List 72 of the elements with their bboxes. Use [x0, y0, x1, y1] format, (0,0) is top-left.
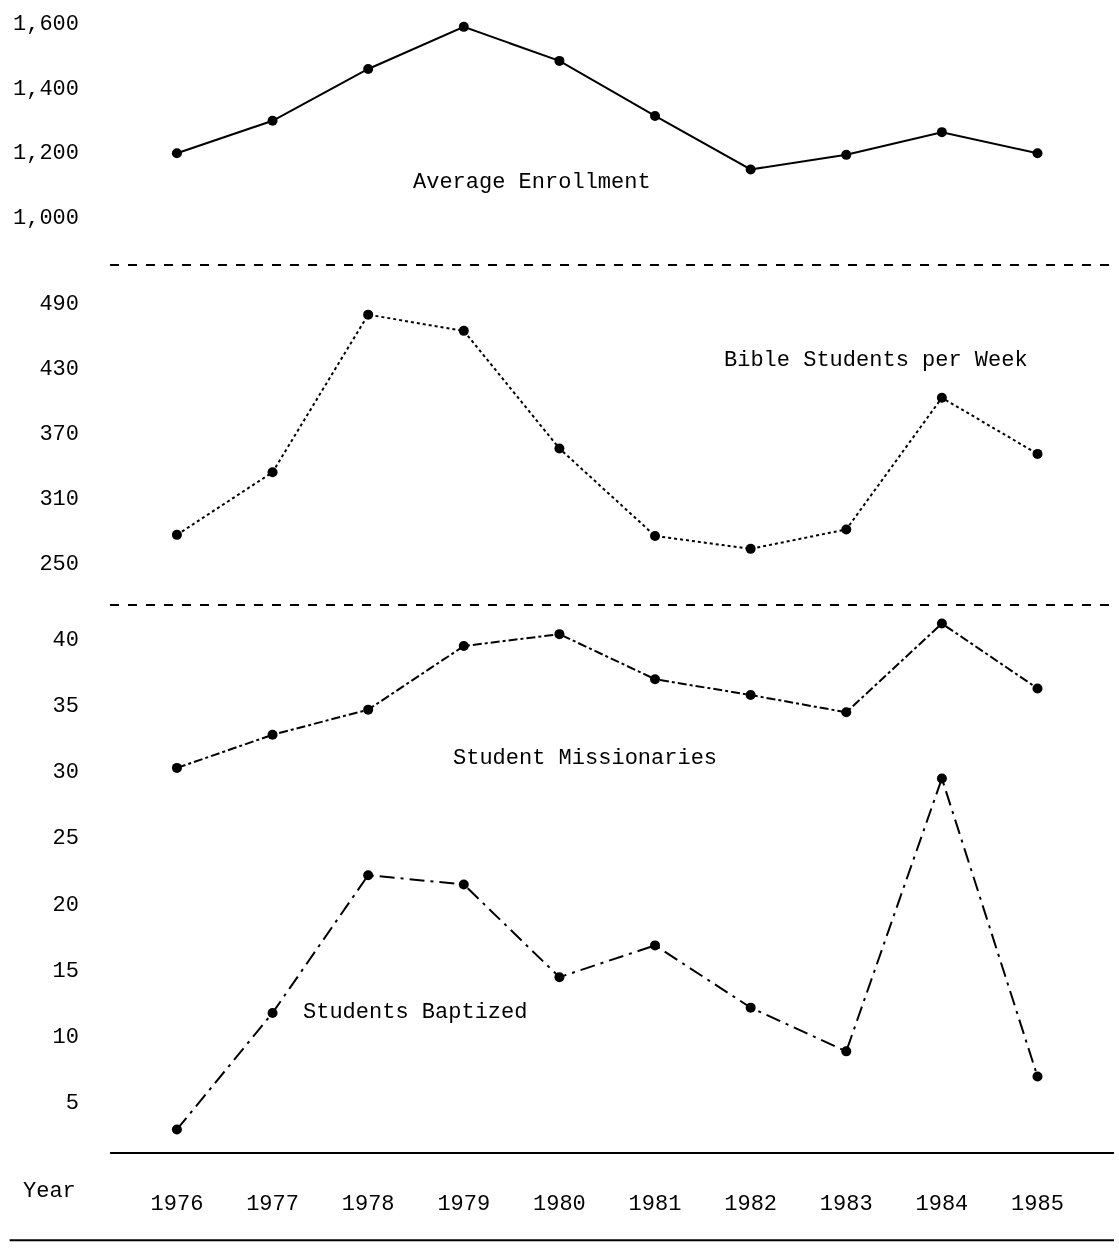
y-tick-label: 490 [39, 292, 79, 318]
y-tick-label: 250 [39, 551, 79, 577]
point [171, 762, 182, 773]
point [554, 972, 565, 983]
point [554, 629, 565, 640]
point [650, 674, 661, 685]
y-tick-label: 1,000 [12, 206, 79, 232]
x-tick-label: 1977 [246, 1192, 299, 1218]
y-tick-label: 430 [39, 357, 79, 383]
text: Student Missionaries [453, 746, 718, 771]
point [554, 55, 565, 66]
point [554, 443, 565, 454]
point [267, 467, 278, 478]
point [745, 164, 756, 175]
y-tick-label: 35 [52, 694, 79, 720]
point [171, 529, 182, 540]
point [650, 940, 661, 951]
x-tick-label: 1979 [437, 1192, 491, 1218]
point [650, 110, 661, 121]
y-tick-label: 370 [39, 422, 79, 447]
point [1032, 683, 1043, 694]
point [936, 392, 947, 403]
point [458, 879, 469, 890]
point [1032, 1071, 1043, 1082]
point [745, 543, 756, 554]
point [936, 127, 947, 138]
y-tick-label: 5 [65, 1091, 79, 1117]
point [363, 870, 374, 881]
x-axis-title: Year [23, 1179, 76, 1204]
y-tick-label: 310 [39, 486, 79, 512]
y-tick-label: 1,400 [12, 76, 79, 102]
y-tick-label: 10 [52, 1025, 79, 1051]
point [267, 1007, 278, 1018]
x-tick-label: 1976 [150, 1192, 204, 1218]
y-tick-label: 1,200 [12, 141, 79, 167]
x-tick-label: 1985 [1011, 1192, 1064, 1218]
series-label: Students Baptized [303, 1000, 528, 1025]
x-tick-label: 1980 [533, 1192, 586, 1218]
point [1032, 448, 1043, 459]
point [363, 309, 374, 320]
text: Average Enrollment [413, 170, 651, 195]
point [841, 1046, 852, 1057]
x-tick-label: 1984 [915, 1192, 969, 1218]
y-tick-label: 15 [52, 958, 79, 984]
point [458, 325, 469, 336]
y-tick-label: 1,600 [12, 11, 79, 37]
y-tick-label: 40 [52, 627, 79, 653]
point [363, 63, 374, 74]
point [841, 524, 852, 535]
point [650, 530, 661, 541]
point [841, 149, 852, 160]
point [745, 690, 756, 701]
point [1032, 148, 1043, 159]
point [458, 21, 469, 32]
point [936, 618, 947, 629]
x-tick-label: 1981 [628, 1192, 682, 1218]
y-tick-label: 25 [52, 826, 79, 852]
point [267, 729, 278, 740]
y-tick-label: 20 [52, 892, 79, 918]
x-tick-label: 1978 [341, 1192, 395, 1218]
point [171, 1124, 182, 1135]
point [267, 115, 278, 126]
text: Bible Students per Week [724, 348, 1028, 373]
x-tick-label: 1983 [819, 1192, 873, 1218]
point [458, 641, 469, 652]
x-tick-label: 1982 [724, 1192, 778, 1218]
point [841, 707, 852, 718]
point [936, 773, 947, 784]
y-tick-label: 30 [52, 760, 79, 786]
point [745, 1002, 756, 1013]
point [363, 704, 374, 715]
point [171, 148, 182, 159]
